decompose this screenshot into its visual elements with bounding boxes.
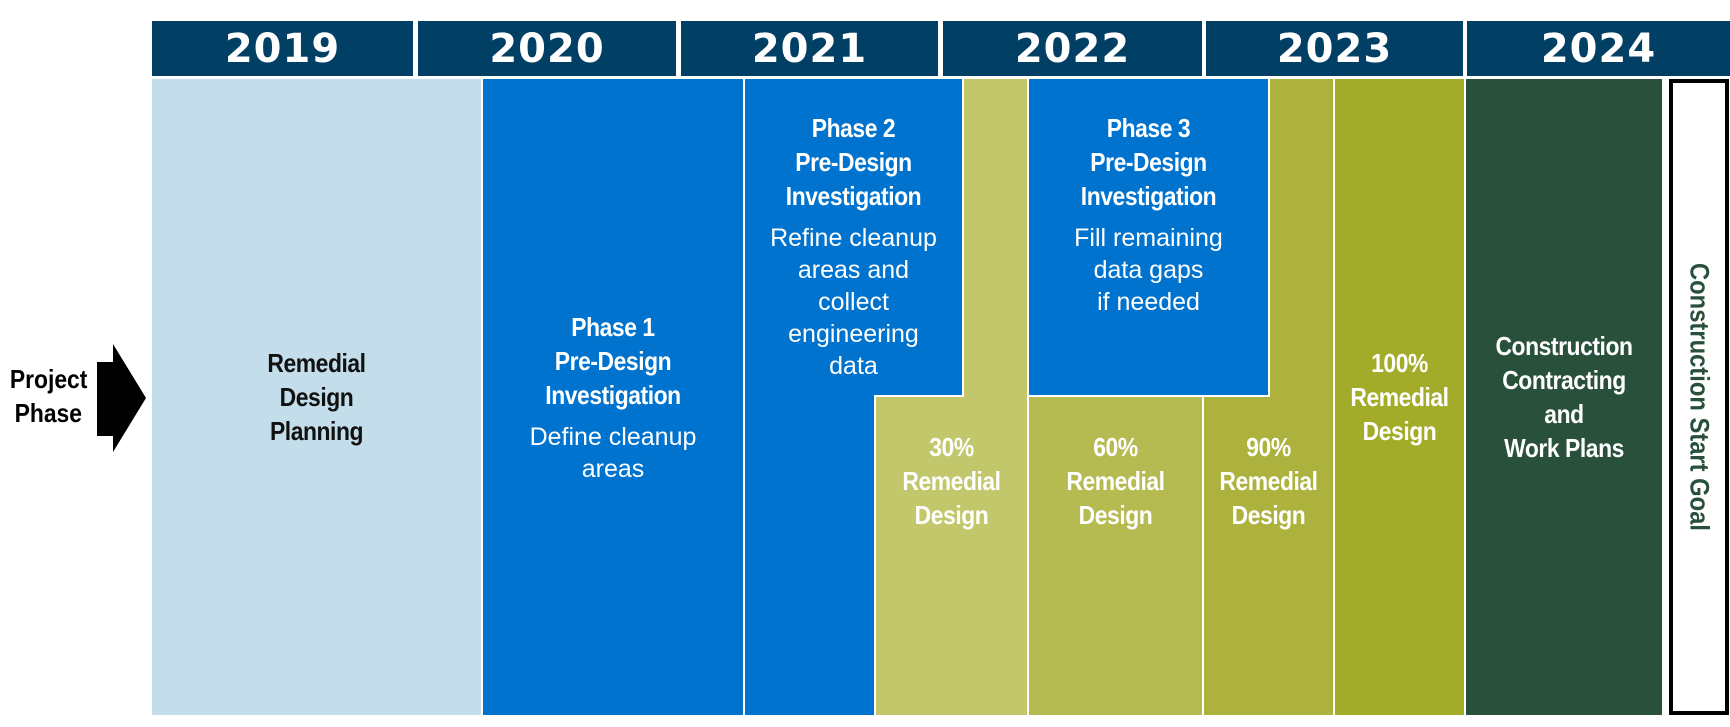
title-line: 90% bbox=[1246, 432, 1291, 462]
title-line: Investigation bbox=[1080, 181, 1217, 211]
planning-title: Remedial Design Planning bbox=[172, 346, 462, 448]
desc-line: data bbox=[829, 352, 878, 380]
title-line: Remedial bbox=[1066, 466, 1165, 496]
phase-3-pre-design-investigation: Phase 3 Pre-Design Investigation Fill re… bbox=[1029, 79, 1268, 395]
title-line: Remedial bbox=[267, 348, 366, 378]
design-90-upper bbox=[1270, 79, 1333, 397]
phase-2-pre-design-investigation: Phase 2 Pre-Design Investigation Refine … bbox=[745, 79, 962, 395]
year-label: 2023 bbox=[1276, 25, 1393, 72]
title-line: Planning bbox=[269, 416, 364, 446]
title-line: and bbox=[1544, 399, 1584, 429]
year-label: 2019 bbox=[224, 25, 341, 72]
title-line: 60% bbox=[1093, 432, 1138, 462]
year-header-2022: 2022 bbox=[943, 21, 1202, 76]
title-line: Contracting bbox=[1502, 365, 1626, 395]
label-line: Phase bbox=[14, 398, 82, 428]
title-line: Work Plans bbox=[1504, 433, 1624, 463]
design30-title: 30% Remedial Design bbox=[885, 430, 1018, 532]
title-line: Remedial bbox=[1350, 382, 1449, 412]
title-line: Design bbox=[1078, 500, 1153, 530]
design-90-percent: 90% Remedial Design bbox=[1204, 397, 1333, 715]
title-line: Pre-Design bbox=[1090, 147, 1207, 177]
arrow-right-icon bbox=[97, 344, 146, 452]
construction-contracting-work-plans: Construction Contracting and Work Plans bbox=[1466, 79, 1662, 715]
title-line: Remedial bbox=[902, 466, 1001, 496]
year-header-2021: 2021 bbox=[681, 21, 938, 76]
title-line: Design bbox=[1362, 416, 1437, 446]
title-line: Remedial bbox=[1219, 466, 1318, 496]
desc-line: if needed bbox=[1097, 288, 1200, 316]
design-30-percent: 30% Remedial Design bbox=[876, 397, 1027, 715]
goal-label: Construction Start Goal bbox=[1684, 263, 1715, 531]
construction-start-goal: Construction Start Goal bbox=[1669, 79, 1729, 715]
design-100-percent: 100% Remedial Design bbox=[1335, 79, 1464, 715]
project-phase-label: Project Phase bbox=[9, 362, 88, 430]
title-line: Investigation bbox=[785, 181, 922, 211]
title-line: Phase 1 bbox=[571, 312, 655, 342]
design-60-percent: 60% Remedial Design bbox=[1029, 397, 1202, 715]
year-label: 2022 bbox=[1014, 25, 1131, 72]
design90-title: 90% Remedial Design bbox=[1212, 430, 1326, 532]
desc-line: areas and bbox=[797, 256, 910, 284]
label-line: Project bbox=[9, 364, 88, 394]
phase-remedial-design-planning: Remedial Design Planning bbox=[152, 79, 481, 715]
phase-1-pre-design-investigation: Phase 1 Pre-Design Investigation Define … bbox=[483, 79, 743, 715]
title-line: Construction bbox=[1495, 331, 1633, 361]
title-line: Investigation bbox=[545, 380, 681, 410]
year-header-2023: 2023 bbox=[1206, 21, 1463, 76]
year-header-2019: 2019 bbox=[152, 21, 413, 76]
year-label: 2021 bbox=[751, 25, 868, 72]
year-header-2020: 2020 bbox=[418, 21, 676, 76]
desc-line: data gaps bbox=[1093, 256, 1204, 284]
year-label: 2024 bbox=[1540, 25, 1657, 72]
title-line: Pre-Design bbox=[795, 147, 912, 177]
title-line: Design bbox=[279, 382, 354, 412]
construction-title: Construction Contracting and Work Plans bbox=[1478, 329, 1650, 465]
design60-title: 60% Remedial Design bbox=[1039, 430, 1191, 532]
phase2-title: Phase 2 Pre-Design Investigation bbox=[758, 111, 949, 213]
phase2-description: Refine cleanup areas and collect enginee… bbox=[745, 222, 962, 382]
design100-title: 100% Remedial Design bbox=[1343, 346, 1457, 448]
phase3-description: Fill remaining data gaps if needed bbox=[1029, 222, 1268, 318]
desc-line: collect bbox=[818, 288, 889, 316]
phase3-title: Phase 3 Pre-Design Investigation bbox=[1043, 111, 1253, 213]
title-line: Design bbox=[1231, 500, 1306, 530]
title-line: Pre-Design bbox=[554, 346, 672, 376]
title-line: Phase 2 bbox=[811, 113, 896, 143]
design-30-upper bbox=[964, 79, 1027, 397]
year-header-2024: 2024 bbox=[1467, 21, 1730, 76]
desc-line: Refine cleanup bbox=[770, 224, 937, 252]
phase1-description: Define cleanup areas bbox=[483, 421, 743, 485]
title-line: Phase 3 bbox=[1106, 113, 1191, 143]
phase1-title: Phase 1 Pre-Design Investigation bbox=[499, 310, 728, 412]
desc-line: Define cleanup bbox=[529, 423, 697, 451]
year-label: 2020 bbox=[489, 25, 605, 72]
title-line: Design bbox=[914, 500, 989, 530]
title-line: 30% bbox=[929, 432, 974, 462]
desc-line: areas bbox=[581, 455, 645, 483]
desc-line: Fill remaining bbox=[1074, 224, 1223, 252]
desc-line: engineering bbox=[788, 320, 919, 348]
title-line: 100% bbox=[1371, 348, 1428, 378]
